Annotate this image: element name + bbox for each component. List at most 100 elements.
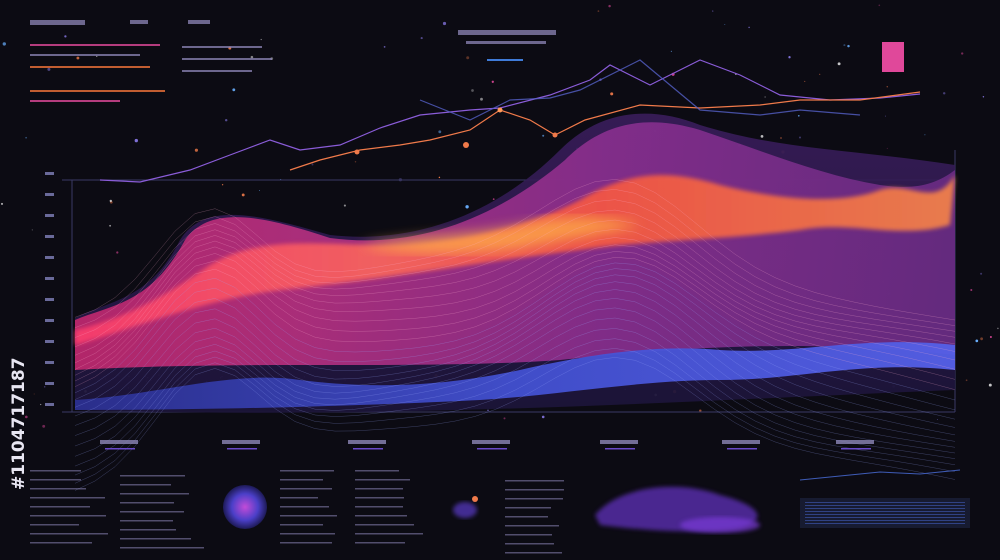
star [250, 55, 254, 59]
header-subtitle [466, 41, 546, 44]
text-line [120, 484, 171, 486]
star [597, 10, 600, 12]
star [797, 114, 800, 117]
star [116, 251, 119, 254]
text-line [505, 489, 564, 491]
wave-line [74, 338, 956, 476]
star [438, 130, 442, 134]
text-line [30, 90, 165, 92]
wave-line [74, 348, 956, 484]
text-line [355, 479, 410, 481]
star [31, 229, 33, 231]
text-line [30, 54, 140, 56]
stat-rule [605, 448, 635, 450]
header-label [188, 20, 210, 24]
star [311, 163, 314, 166]
text-line [805, 514, 965, 515]
star [0, 202, 4, 205]
stat-rule [477, 448, 507, 450]
tick-label [45, 214, 54, 217]
star [442, 21, 447, 26]
text-line [805, 523, 965, 524]
star [819, 73, 821, 75]
star [33, 393, 35, 395]
star [924, 134, 926, 136]
text-line [355, 542, 405, 544]
wave-core [75, 175, 955, 345]
tick-label [45, 361, 54, 364]
star [224, 118, 228, 122]
text-line [30, 488, 86, 490]
star [134, 138, 138, 143]
text-line [280, 470, 334, 472]
star [47, 67, 51, 71]
star [491, 80, 494, 83]
stat-label [472, 440, 510, 444]
text-line [30, 533, 108, 535]
text-line [120, 529, 176, 531]
overlay-line [419, 59, 861, 121]
star [970, 288, 973, 292]
star [465, 205, 469, 209]
tick-label [45, 277, 54, 280]
text-line [355, 524, 414, 526]
star [480, 97, 483, 101]
star [541, 415, 545, 419]
tick-label [45, 193, 54, 196]
star [975, 339, 979, 343]
stat-rule [727, 448, 757, 450]
star [989, 335, 992, 339]
text-line [805, 520, 965, 521]
stat-label [836, 440, 874, 444]
star [42, 424, 46, 428]
star [980, 337, 984, 341]
text-line [805, 511, 965, 512]
orb [223, 485, 267, 529]
star [748, 26, 750, 29]
star [241, 193, 245, 197]
text-line [182, 46, 262, 48]
header-title [458, 30, 556, 35]
text-line [120, 502, 174, 504]
star [24, 415, 28, 419]
text-line [120, 475, 185, 477]
text-line [120, 511, 184, 513]
star [438, 176, 441, 179]
star [109, 224, 112, 227]
star [466, 56, 470, 60]
wave-line [74, 244, 956, 376]
wave-line [74, 251, 956, 382]
wave-line [74, 289, 956, 436]
text-line [280, 533, 335, 535]
wave-line [74, 209, 956, 348]
header-rule [487, 59, 523, 61]
text-line [30, 542, 92, 544]
header [30, 20, 904, 102]
star [221, 184, 224, 186]
text-line [505, 507, 551, 509]
star [980, 272, 983, 275]
text-line [30, 100, 120, 102]
stat-label [100, 440, 138, 444]
wave-line [74, 219, 956, 356]
text-line [355, 497, 404, 499]
wave-stack [74, 113, 956, 491]
watermark-id: #1104717187 [9, 357, 29, 490]
star [25, 136, 27, 139]
star [982, 96, 985, 98]
star [354, 161, 357, 163]
star [64, 35, 67, 38]
text-line [280, 515, 337, 517]
point [472, 496, 478, 502]
text-line [505, 543, 554, 545]
text-line [280, 524, 323, 526]
star [965, 379, 968, 382]
text-line [505, 516, 548, 518]
star [542, 134, 545, 137]
wave-line [74, 307, 956, 448]
star [699, 409, 702, 412]
star [260, 38, 262, 41]
stat-label [222, 440, 260, 444]
